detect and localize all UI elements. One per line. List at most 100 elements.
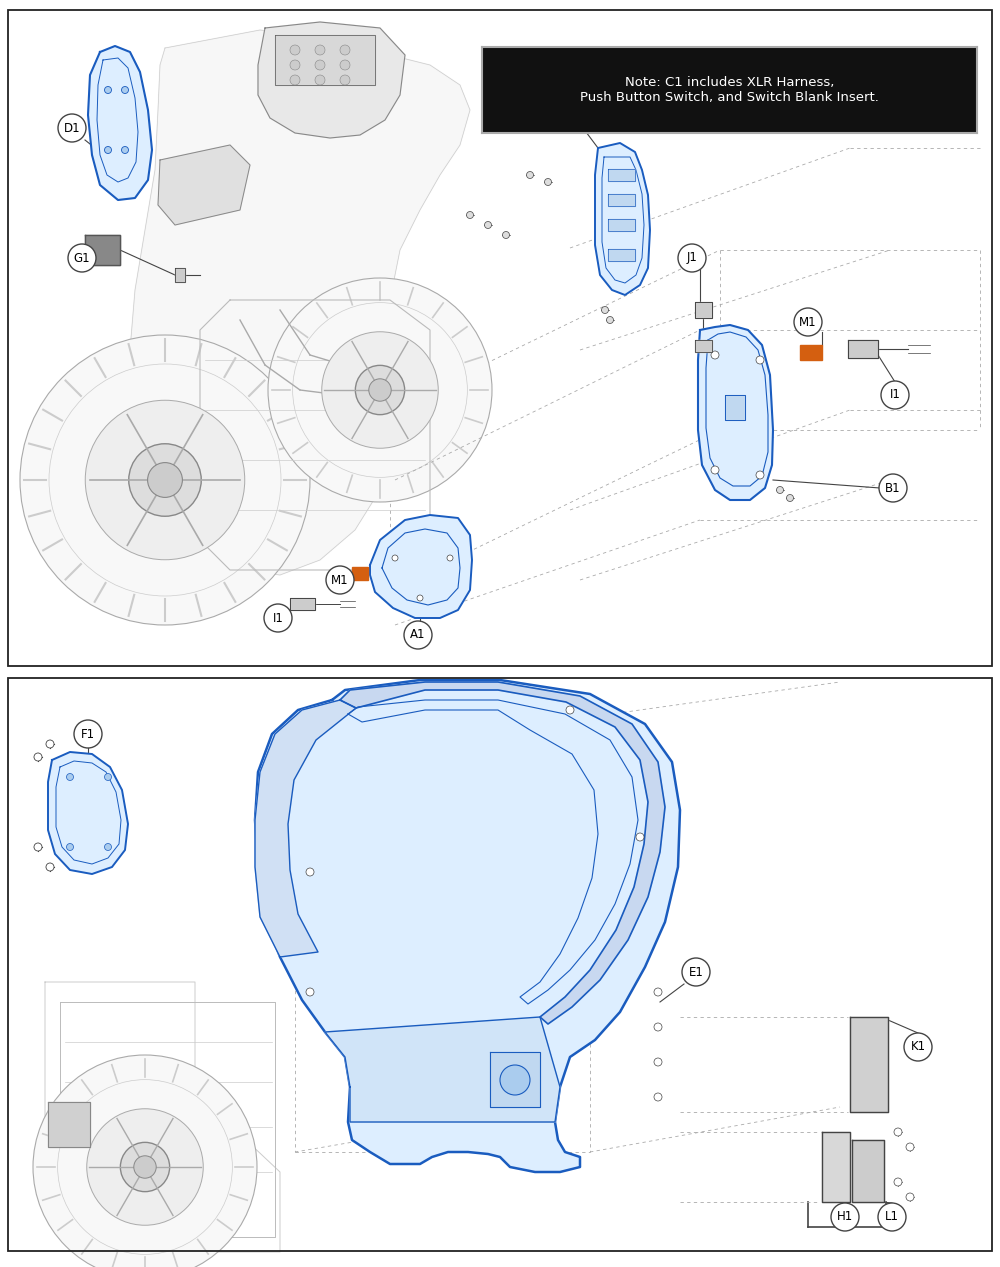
- Circle shape: [756, 471, 764, 479]
- Text: M1: M1: [331, 574, 349, 587]
- Circle shape: [264, 604, 292, 632]
- Circle shape: [786, 494, 794, 502]
- Text: G1: G1: [74, 252, 90, 265]
- Polygon shape: [340, 682, 665, 1024]
- Circle shape: [74, 720, 102, 748]
- Circle shape: [417, 595, 423, 601]
- Text: K1: K1: [910, 1040, 926, 1053]
- Polygon shape: [695, 302, 712, 318]
- Polygon shape: [695, 340, 712, 352]
- Circle shape: [340, 60, 350, 70]
- Circle shape: [306, 868, 314, 875]
- Circle shape: [104, 86, 112, 94]
- Text: I1: I1: [273, 612, 283, 625]
- Circle shape: [68, 245, 96, 272]
- Circle shape: [636, 832, 644, 841]
- Polygon shape: [255, 680, 680, 1172]
- Polygon shape: [275, 35, 375, 85]
- Circle shape: [34, 843, 42, 851]
- Polygon shape: [608, 194, 635, 207]
- Text: C1: C1: [562, 111, 578, 124]
- Circle shape: [104, 147, 112, 153]
- Circle shape: [678, 245, 706, 272]
- Circle shape: [566, 706, 574, 715]
- Bar: [8, 10, 992, 666]
- Circle shape: [776, 487, 784, 494]
- Circle shape: [794, 308, 822, 336]
- Polygon shape: [608, 219, 635, 231]
- Polygon shape: [88, 46, 152, 200]
- Circle shape: [326, 566, 354, 594]
- Circle shape: [120, 1143, 170, 1192]
- Circle shape: [46, 863, 54, 870]
- Circle shape: [104, 844, 112, 850]
- Circle shape: [447, 555, 453, 561]
- Circle shape: [315, 46, 325, 54]
- Circle shape: [122, 86, 128, 94]
- Circle shape: [392, 555, 398, 561]
- Circle shape: [906, 1143, 914, 1150]
- Circle shape: [58, 114, 86, 142]
- Circle shape: [66, 773, 74, 780]
- Circle shape: [34, 753, 42, 761]
- Circle shape: [404, 621, 432, 649]
- Polygon shape: [850, 1017, 888, 1112]
- Polygon shape: [608, 169, 635, 181]
- Text: Note: C1 includes XLR Harness,
Push Button Switch, and Switch Blank Insert.: Note: C1 includes XLR Harness, Push Butt…: [580, 76, 879, 104]
- Circle shape: [134, 1156, 156, 1178]
- Polygon shape: [608, 250, 635, 261]
- Circle shape: [544, 179, 552, 185]
- Circle shape: [340, 46, 350, 54]
- Circle shape: [682, 958, 710, 986]
- Circle shape: [711, 466, 719, 474]
- Circle shape: [369, 379, 391, 402]
- Circle shape: [879, 474, 907, 502]
- Polygon shape: [130, 30, 470, 575]
- Circle shape: [556, 104, 584, 132]
- Text: H1: H1: [837, 1210, 853, 1224]
- Polygon shape: [595, 143, 650, 295]
- Circle shape: [87, 1109, 203, 1225]
- Circle shape: [290, 75, 300, 85]
- Polygon shape: [725, 395, 745, 419]
- Circle shape: [104, 773, 112, 780]
- Circle shape: [290, 60, 300, 70]
- Polygon shape: [258, 22, 405, 138]
- Polygon shape: [490, 1052, 540, 1107]
- Circle shape: [315, 60, 325, 70]
- Polygon shape: [290, 598, 315, 609]
- Text: J1: J1: [687, 252, 697, 265]
- Circle shape: [466, 212, 474, 218]
- Polygon shape: [48, 1102, 90, 1147]
- Circle shape: [122, 147, 128, 153]
- Polygon shape: [848, 340, 878, 359]
- Polygon shape: [158, 144, 250, 226]
- Circle shape: [148, 462, 182, 498]
- Circle shape: [355, 365, 405, 414]
- Circle shape: [315, 75, 325, 85]
- Circle shape: [340, 75, 350, 85]
- Circle shape: [500, 1066, 530, 1095]
- Circle shape: [894, 1128, 902, 1136]
- Polygon shape: [352, 568, 368, 580]
- Circle shape: [602, 307, 608, 313]
- Circle shape: [306, 988, 314, 996]
- Circle shape: [894, 1178, 902, 1186]
- Circle shape: [33, 1055, 257, 1267]
- Text: F1: F1: [81, 727, 95, 740]
- Text: B1: B1: [885, 481, 901, 494]
- Polygon shape: [48, 753, 128, 874]
- Text: D1: D1: [64, 122, 80, 134]
- Polygon shape: [822, 1131, 850, 1202]
- Circle shape: [503, 232, 510, 238]
- Circle shape: [654, 1093, 662, 1101]
- Polygon shape: [175, 269, 185, 283]
- Circle shape: [654, 1058, 662, 1066]
- Circle shape: [906, 1194, 914, 1201]
- Text: L1: L1: [885, 1210, 899, 1224]
- Text: M1: M1: [799, 315, 817, 328]
- Polygon shape: [852, 1140, 884, 1202]
- Polygon shape: [325, 1017, 560, 1123]
- Bar: [8, 678, 992, 1251]
- Circle shape: [46, 740, 54, 748]
